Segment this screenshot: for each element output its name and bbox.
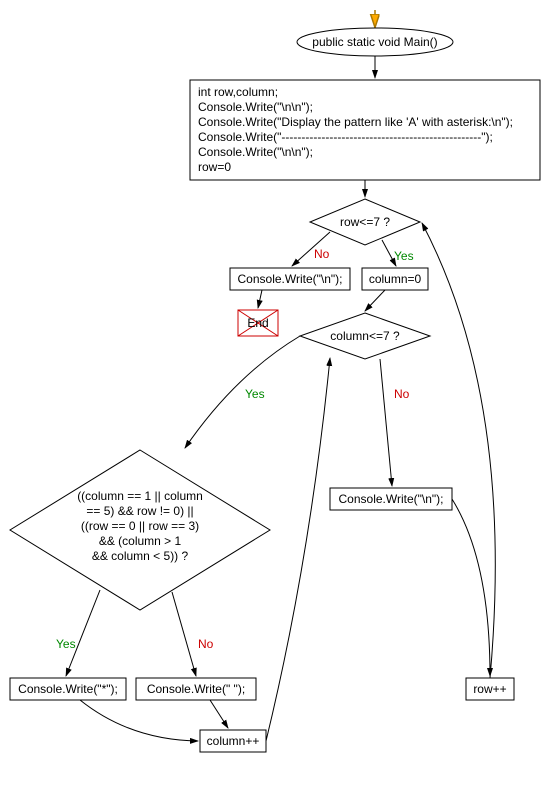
label-no-2: No	[394, 387, 410, 401]
edge-condbig-yes	[66, 590, 100, 676]
edge-writenlin-rowinc	[452, 499, 490, 676]
label-yes-1: Yes	[394, 249, 414, 263]
edge-condcol-no	[380, 359, 392, 486]
edge-space-colinc	[210, 700, 228, 728]
edge-star-colinc	[80, 700, 198, 741]
edge-condcol-yes	[185, 336, 300, 448]
init-line-0: int row,column;	[198, 85, 278, 99]
init-line-3: Console.Write("-------------------------…	[198, 130, 493, 144]
col-zero-label: column=0	[369, 272, 422, 286]
label-no-1: No	[314, 247, 330, 261]
row-inc-label: row++	[473, 682, 506, 696]
edge-rowinc-back	[422, 223, 495, 678]
cond-big-line-0: ((column == 1 || column	[77, 489, 203, 503]
edge-colzero-condcol	[365, 290, 385, 311]
init-line-4: Console.Write("\n\n");	[198, 145, 313, 159]
write-space-label: Console.Write(" ");	[147, 682, 245, 696]
cond-big-line-1: == 5) && row != 0) ||	[86, 504, 193, 518]
cond-col-label: column<=7 ?	[330, 329, 400, 343]
cond-row-label: row<=7 ?	[340, 215, 390, 229]
label-yes-2: Yes	[245, 387, 265, 401]
start-label: public static void Main()	[312, 35, 437, 49]
edge-colinc-back	[266, 358, 330, 741]
cond-big-line-4: && column < 5)) ?	[92, 549, 189, 563]
init-line-5: row=0	[198, 160, 231, 174]
init-line-2: Console.Write("Display the pattern like …	[198, 115, 513, 129]
init-line-1: Console.Write("\n\n");	[198, 100, 313, 114]
edge-writenl-end	[258, 290, 262, 308]
cond-big-line-2: ((row == 0 || row == 3)	[81, 519, 199, 533]
label-yes-3: Yes	[56, 637, 76, 651]
cond-big-line-3: && (column > 1	[99, 534, 182, 548]
write-nl-inner-label: Console.Write("\n");	[339, 492, 444, 506]
edge-condbig-no	[172, 592, 196, 676]
end-label: End	[247, 316, 268, 330]
col-inc-label: column++	[207, 734, 260, 748]
write-nl-end-label: Console.Write("\n");	[238, 272, 343, 286]
label-no-3: No	[198, 637, 214, 651]
write-star-label: Console.Write("*");	[18, 682, 118, 696]
